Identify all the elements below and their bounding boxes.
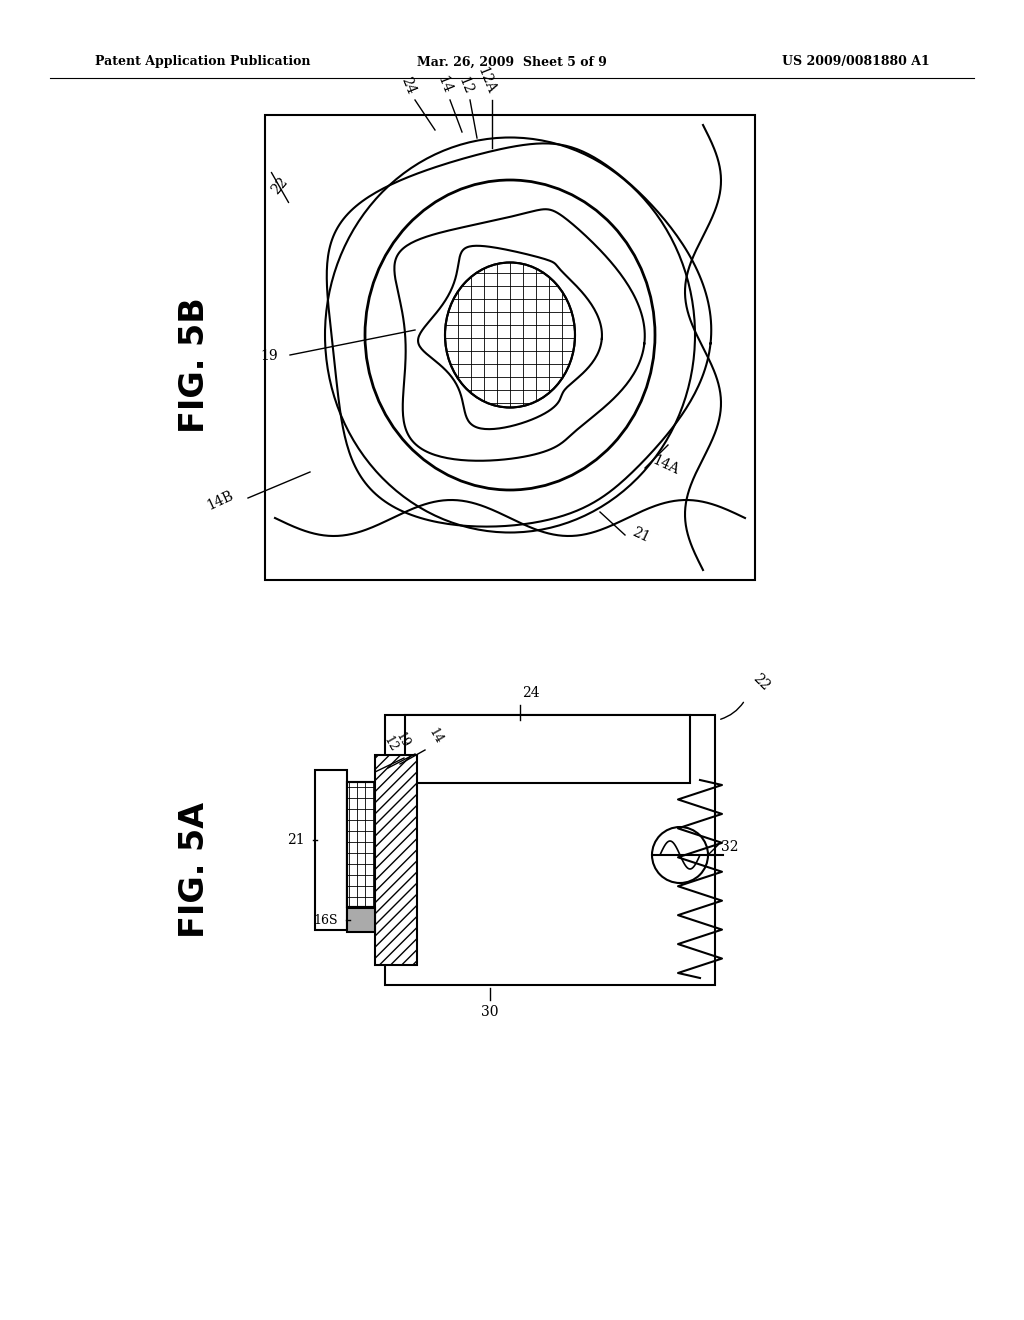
Text: 21: 21 (288, 833, 305, 847)
Text: 24: 24 (522, 686, 540, 700)
Text: 16S: 16S (313, 913, 338, 927)
Text: 22: 22 (750, 671, 772, 693)
Text: 14B: 14B (205, 488, 236, 512)
Text: 19: 19 (393, 730, 412, 750)
Text: 14: 14 (426, 726, 445, 746)
Text: 14: 14 (434, 74, 454, 96)
Text: 12A: 12A (474, 65, 498, 96)
Circle shape (652, 828, 708, 883)
Text: Patent Application Publication: Patent Application Publication (95, 55, 310, 69)
Text: 30: 30 (481, 1005, 499, 1019)
Bar (406, 715, 690, 783)
Text: 14A: 14A (650, 453, 681, 478)
Bar (347, 781, 375, 907)
Text: 12: 12 (381, 734, 400, 754)
Ellipse shape (445, 263, 575, 408)
Text: 22: 22 (269, 174, 291, 197)
Text: FIG. 5A: FIG. 5A (178, 803, 212, 939)
Bar (385, 715, 715, 985)
Text: Mar. 26, 2009  Sheet 5 of 9: Mar. 26, 2009 Sheet 5 of 9 (417, 55, 607, 69)
Bar (347, 908, 375, 932)
Ellipse shape (445, 263, 575, 408)
Bar (347, 781, 375, 907)
Text: 21: 21 (630, 525, 652, 545)
Bar (265, 115, 755, 579)
Text: FIG. 5B: FIG. 5B (178, 297, 212, 433)
Bar (375, 755, 417, 965)
Text: 24: 24 (398, 74, 418, 96)
Text: US 2009/0081880 A1: US 2009/0081880 A1 (782, 55, 930, 69)
Text: 32: 32 (721, 840, 738, 854)
Text: 12: 12 (456, 74, 475, 96)
Bar (315, 770, 347, 931)
Text: 19: 19 (260, 348, 278, 363)
